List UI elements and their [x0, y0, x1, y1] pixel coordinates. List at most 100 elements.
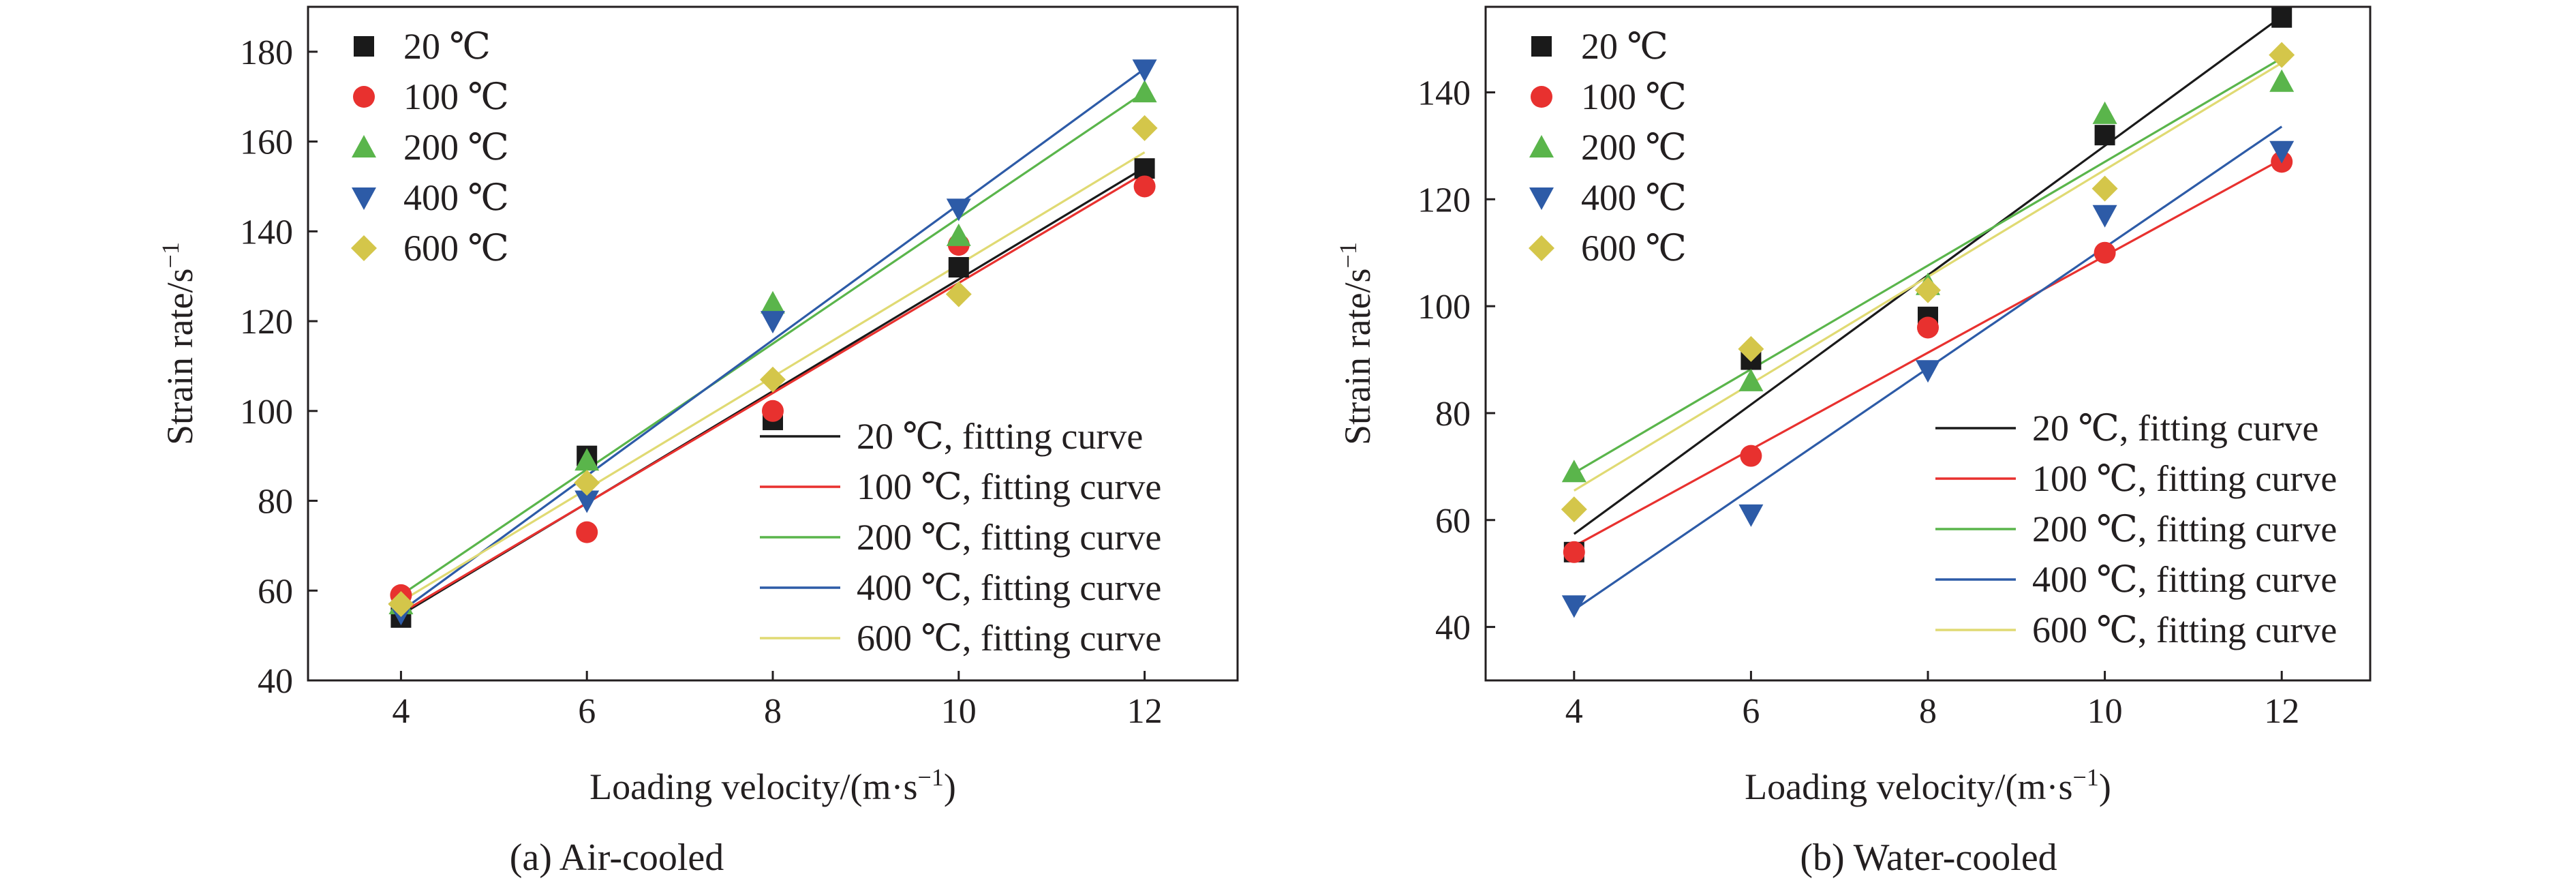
data-point — [948, 257, 969, 278]
x-tick-label: 4 — [392, 692, 410, 731]
data-point — [1134, 158, 1155, 179]
x-axis-label-end: ) — [944, 766, 956, 807]
legend-marker — [352, 135, 376, 157]
legend-marker — [351, 235, 377, 261]
legend-label: 600 ℃ — [403, 228, 509, 269]
data-point — [1133, 175, 1156, 198]
fit-line-2 — [400, 91, 1146, 597]
fit-line-1 — [1574, 158, 2282, 547]
y-tick-label: 100 — [1417, 288, 1471, 327]
data-point — [1916, 360, 1940, 383]
fit-legend-label: 100 ℃, fitting curve — [2032, 458, 2337, 499]
y-axis-label-sup: −1 — [1334, 242, 1362, 268]
data-point — [2269, 42, 2295, 68]
legend-label: 20 ℃ — [1581, 26, 1668, 67]
data-point — [2271, 7, 2293, 28]
data-point — [2269, 140, 2295, 164]
fit-line-1 — [400, 172, 1146, 614]
y-tick-label: 40 — [258, 662, 293, 701]
y-tick-label: 80 — [1435, 395, 1471, 434]
fit-line-3 — [400, 67, 1146, 612]
fit-legend: 20 ℃, fitting curve 100 ℃, fitting curve 2… — [1935, 408, 2337, 650]
x-axis-label: Loading velocity/(m·s−1) — [589, 764, 956, 807]
data-point — [946, 198, 971, 222]
x-tick-label: 10 — [941, 692, 977, 731]
y-tick-label: 60 — [258, 572, 293, 611]
y-tick-label: 100 — [240, 393, 293, 432]
figure-caption: (a) Air-cooled — [510, 837, 724, 879]
fit-legend: 20 ℃, fitting curve 100 ℃, fitting curve 2… — [760, 416, 1161, 659]
data-point — [762, 400, 784, 422]
data-point — [761, 290, 785, 314]
fit-legend-label: 200 ℃, fitting curve — [857, 517, 1161, 558]
data-point — [946, 223, 971, 246]
legend-label: 200 ℃ — [403, 127, 509, 168]
y-tick-label: 60 — [1435, 502, 1471, 541]
data-point — [1563, 541, 1585, 563]
x-axis-label-sup: −1 — [918, 764, 944, 791]
data-point — [2269, 69, 2295, 92]
data-point — [1132, 80, 1157, 103]
legend-label: 20 ℃ — [403, 26, 491, 67]
data-point — [574, 448, 600, 471]
legend-label: 600 ℃ — [1581, 228, 1687, 269]
x-axis-label-main: Loading velocity/(m·s — [1745, 766, 2072, 807]
data-point — [1131, 115, 1158, 141]
data-point — [2092, 205, 2117, 228]
x-tick-label: 8 — [1919, 692, 1937, 731]
x-axis-label-sup: −1 — [2073, 764, 2099, 791]
legend-marker — [354, 36, 374, 57]
data-point — [2091, 175, 2118, 202]
x-axis-label-main: Loading velocity/(m·s — [589, 766, 917, 807]
legend-label: 100 ℃ — [403, 76, 509, 117]
fit-legend-label: 20 ℃, fitting curve — [857, 416, 1143, 457]
y-tick-label: 120 — [240, 303, 293, 342]
data-point — [2094, 125, 2115, 146]
y-axis-label: Strain rate/s−1 — [1334, 242, 1378, 445]
data-point — [1738, 335, 1764, 362]
chart-air-cooled: 4 6 8 10 12 40 60 80 100 120 140 160 180 Loading velo… — [157, 5, 1239, 879]
x-tick-label: 6 — [1742, 692, 1760, 731]
y-axis-label-sup: −1 — [157, 242, 184, 268]
data-point — [1132, 59, 1157, 82]
chart-water-cooled: 4 6 8 10 12 40 60 80 100 120 140 Loading velocity/(… — [1334, 5, 2372, 879]
data-point — [576, 521, 598, 543]
x-tick-label: 8 — [764, 692, 782, 731]
marker-legend: 20 ℃ 100 ℃ 200 ℃ 400 ℃ 600 ℃ — [351, 26, 509, 269]
x-axis-label: Loading velocity/(m·s−1) — [1745, 764, 2111, 807]
marker-legend: 20 ℃ 100 ℃ 200 ℃ 400 ℃ 600 ℃ — [1529, 26, 1687, 269]
x-axis-label-end: ) — [2099, 766, 2111, 807]
data-point — [1740, 445, 1762, 467]
fit-legend-label: 600 ℃, fitting curve — [2032, 610, 2337, 650]
y-tick-label: 160 — [240, 123, 293, 162]
x-tick-label: 6 — [578, 692, 596, 731]
legend-label: 100 ℃ — [1581, 76, 1687, 117]
legend-label: 400 ℃ — [403, 177, 509, 218]
legend-marker — [1529, 235, 1554, 261]
legend-label: 400 ℃ — [1581, 177, 1687, 218]
data-point — [1917, 316, 1939, 339]
fit-legend-label: 400 ℃, fitting curve — [2032, 559, 2337, 600]
data-point — [1738, 504, 1764, 527]
x-tick-label: 12 — [1127, 692, 1163, 731]
y-tick-label: 140 — [1417, 74, 1471, 112]
y-axis-label-main: Strain rate/s — [1337, 268, 1378, 445]
data-point — [1738, 368, 1764, 391]
legend-marker — [353, 86, 375, 108]
fit-legend-label: 400 ℃, fitting curve — [857, 567, 1161, 608]
x-tick-label: 4 — [1565, 692, 1583, 731]
data-point — [760, 366, 786, 393]
data-point — [1561, 460, 1586, 483]
legend-marker — [352, 187, 376, 210]
x-tick-label: 12 — [2264, 692, 2299, 731]
y-tick-label: 80 — [258, 483, 293, 522]
data-point — [574, 470, 600, 496]
data-point — [1561, 496, 1587, 523]
data-point — [2094, 241, 2116, 264]
y-tick-label: 180 — [240, 33, 293, 72]
y-axis-label: Strain rate/s−1 — [157, 242, 200, 445]
fit-legend-label: 600 ℃, fitting curve — [857, 618, 1161, 659]
legend-marker — [1531, 36, 1552, 57]
data-point — [1915, 277, 1941, 303]
